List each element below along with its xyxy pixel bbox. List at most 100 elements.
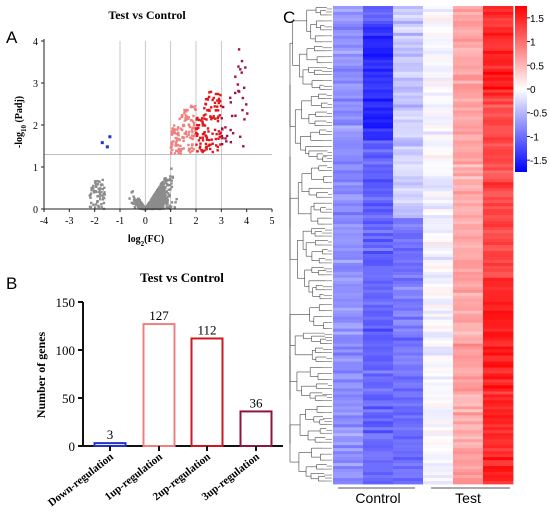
heatmap-cell <box>363 388 394 392</box>
heatmap-cell <box>483 236 514 240</box>
heatmap-cell <box>363 98 394 102</box>
volcano-point <box>92 184 95 188</box>
heatmap-cell <box>363 11 394 16</box>
heatmap-cell <box>393 185 424 189</box>
heatmap-cell <box>363 68 394 73</box>
heatmap-cell <box>393 325 424 330</box>
heatmap-cell <box>393 44 424 49</box>
heatmap-cell <box>423 29 454 34</box>
volcano-y-ticks: 0 1 2 3 4 <box>33 37 44 216</box>
heatmap-cell <box>453 41 484 46</box>
heatmap-cell <box>363 301 394 306</box>
heatmap-cell <box>483 247 514 252</box>
heatmap-cell <box>393 98 424 102</box>
volcano-point <box>188 125 192 129</box>
heatmap-cell <box>423 170 454 174</box>
heatmap-cell <box>423 245 454 249</box>
heatmap-cell <box>423 200 454 204</box>
heatmap-cell <box>363 17 394 22</box>
heatmap-cell <box>363 256 394 261</box>
volcano-point <box>187 149 191 152</box>
volcano-point <box>98 192 102 196</box>
heatmap-cell <box>453 89 484 94</box>
volcano-point <box>161 203 165 207</box>
heatmap-cell <box>483 206 514 210</box>
volcano-x-tick-label: 0 <box>143 216 148 227</box>
volcano-point <box>175 139 179 143</box>
heatmap-cell <box>363 80 394 85</box>
volcano-point <box>170 182 173 185</box>
heatmap-cell <box>483 412 514 416</box>
heatmap-cell <box>483 262 514 267</box>
heatmap-cell <box>333 385 364 389</box>
volcano-point <box>98 180 101 183</box>
heatmap-cell <box>423 233 454 237</box>
heatmap-cell <box>453 394 484 398</box>
heatmap-cell <box>423 412 454 416</box>
heatmap-cell <box>483 143 514 147</box>
colorbar-tick-label: -1 <box>530 132 539 143</box>
volcano-point <box>156 189 159 192</box>
volcano-point <box>185 118 188 121</box>
heatmap-cell <box>423 463 454 467</box>
heatmap-cell <box>483 65 514 70</box>
heatmap-cell <box>423 382 454 386</box>
heatmap-cell <box>393 352 424 356</box>
heatmap-cell <box>483 11 514 16</box>
volcano-point <box>90 186 93 190</box>
bar-chart-y-tick-label: 150 <box>56 295 76 310</box>
heatmap-cell <box>453 454 484 458</box>
heatmap-cell <box>483 149 514 153</box>
heatmap-cell <box>333 451 364 455</box>
heatmap-cell <box>483 406 514 410</box>
heatmap-cell <box>393 179 424 183</box>
heatmap-cell <box>453 325 484 330</box>
heatmap-cell <box>453 466 484 470</box>
heatmap-cell <box>453 319 484 324</box>
heatmap-cell <box>333 382 364 386</box>
heatmap-cell <box>363 86 394 91</box>
volcano-point <box>165 203 168 206</box>
heatmap-cell <box>423 56 454 61</box>
volcano-point <box>180 113 184 117</box>
heatmap-cell <box>423 98 454 102</box>
heatmap-cell <box>393 74 424 79</box>
bar-chart-y-label: Number of genes <box>34 331 48 418</box>
heatmap-cell <box>333 472 364 476</box>
heatmap-cell <box>393 245 424 249</box>
bar-chart-category-label: Down-regulation <box>46 451 116 509</box>
heatmap-cell <box>453 373 484 377</box>
volcano-point <box>96 183 100 186</box>
heatmap-cell <box>363 194 394 198</box>
heatmap-cell <box>333 29 364 34</box>
heatmap-cell <box>363 310 394 315</box>
heatmap-cell <box>423 325 454 330</box>
heatmap-cell <box>333 137 364 141</box>
heatmap-cell <box>393 478 424 482</box>
heatmap-cell <box>453 448 484 452</box>
heatmap-cell <box>423 460 454 464</box>
bar-value-label: 36 <box>250 395 264 410</box>
volcano-point <box>180 128 184 132</box>
heatmap-cell <box>483 310 514 315</box>
heatmap-cell <box>333 125 364 129</box>
heatmap-cell <box>483 92 514 97</box>
volcano-point <box>133 200 136 203</box>
volcano-point <box>168 178 171 182</box>
heatmap-cell <box>333 170 364 174</box>
volcano-point <box>234 114 237 117</box>
volcano-point <box>200 119 203 122</box>
volcano-point <box>177 150 180 154</box>
heatmap-cell <box>333 236 364 240</box>
bar-value-label: 3 <box>107 427 114 442</box>
heatmap-cell <box>363 298 394 303</box>
heatmap-cell <box>363 433 394 437</box>
heatmap-cell <box>333 286 364 291</box>
heatmap-cell <box>333 352 364 356</box>
heatmap-cell <box>453 242 484 246</box>
volcano-point <box>158 202 161 205</box>
volcano-point <box>218 135 222 139</box>
heatmap-cell <box>483 430 514 434</box>
heatmap-cell <box>483 445 514 449</box>
heatmap-cell <box>333 256 364 261</box>
